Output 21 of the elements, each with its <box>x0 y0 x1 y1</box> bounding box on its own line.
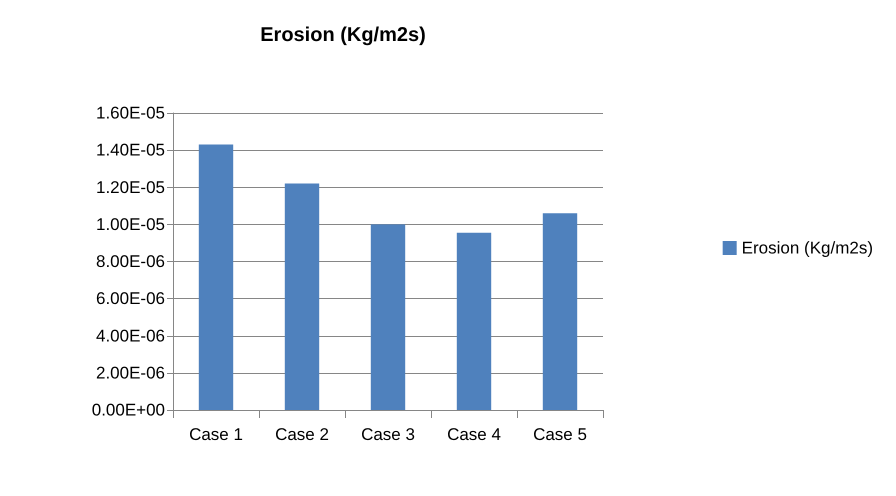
chart-title: Erosion (Kg/m2s) <box>260 24 426 46</box>
x-tick-label: Case 2 <box>275 425 329 444</box>
y-tick-label: 1.00E-05 <box>96 214 165 234</box>
bar <box>542 213 578 410</box>
x-tick-label: Case 5 <box>533 425 587 444</box>
bar <box>198 144 234 410</box>
y-tick-label: 1.60E-05 <box>96 104 165 122</box>
legend-label: Erosion (Kg/m2s) <box>742 238 874 258</box>
bar <box>370 224 406 410</box>
bar <box>284 184 320 410</box>
x-tick-label: Case 1 <box>189 425 243 444</box>
y-tick-label: 6.00E-06 <box>96 289 165 308</box>
x-tick-label: Case 4 <box>447 425 501 444</box>
y-tick-label: 1.20E-05 <box>96 178 165 197</box>
x-tick-label: Case 3 <box>361 425 415 444</box>
y-tick-label: 4.00E-06 <box>96 326 165 346</box>
bar <box>456 232 492 410</box>
y-tick-label: 2.00E-06 <box>96 363 165 382</box>
y-tick-label: 0.00E+00 <box>92 400 165 420</box>
y-tick-label: 1.40E-05 <box>96 140 165 160</box>
y-tick-label: 8.00E-06 <box>96 252 165 271</box>
